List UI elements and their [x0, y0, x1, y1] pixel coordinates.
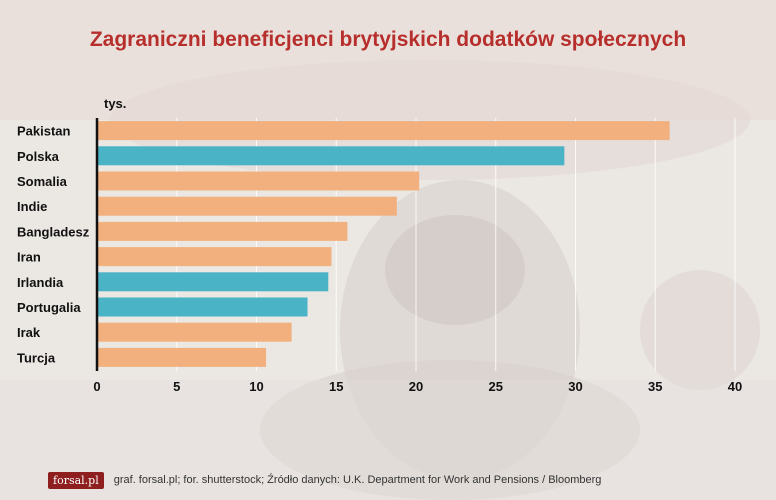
- x-tick-label: 40: [728, 379, 742, 394]
- category-label: Irak: [17, 325, 41, 340]
- chart-title: Zagraniczni beneficjenci brytyjskich dod…: [89, 28, 687, 51]
- category-label: Iran: [17, 250, 41, 265]
- bar-irlandia: [97, 272, 329, 292]
- bar-portugalia: [97, 297, 308, 317]
- bar-irak: [97, 322, 292, 342]
- source-text: graf. forsal.pl; for. shutterstock; Źród…: [113, 474, 602, 486]
- category-label: Polska: [17, 149, 60, 164]
- bar-indie: [97, 196, 397, 216]
- bar-polska: [97, 146, 565, 166]
- bar-pakistan: [97, 121, 670, 141]
- category-label: Indie: [17, 199, 47, 214]
- category-label: Somalia: [17, 174, 68, 189]
- x-tick-label: 20: [409, 379, 423, 394]
- bar-turcja: [97, 347, 267, 367]
- bar-bangladesz: [97, 221, 348, 241]
- bars: [97, 121, 670, 367]
- category-labels: Pakistan Polska Somalia Indie Bangladesz Iran…: [17, 124, 90, 366]
- x-tick-label: 10: [249, 379, 263, 394]
- unit-label: tys.: [104, 96, 126, 111]
- x-tick-label: 30: [568, 379, 582, 394]
- x-tick-label: 35: [648, 379, 662, 394]
- bar-somalia: [97, 171, 420, 191]
- x-tick-label: 25: [489, 379, 503, 394]
- category-label: Turcja: [17, 350, 56, 365]
- category-label: Irlandia: [17, 275, 64, 290]
- footer: forsal.pl graf. forsal.pl; for. shutters…: [48, 470, 601, 490]
- category-label: Portugalia: [17, 300, 81, 315]
- category-label: Bangladesz: [17, 224, 90, 239]
- x-tick-label: 0: [93, 379, 100, 394]
- forsal-logo: forsal.pl: [48, 471, 104, 489]
- x-tick-labels: 0 5 10 15 20 25 30 35 40: [93, 379, 742, 394]
- bar-iran: [97, 247, 332, 267]
- category-label: Pakistan: [17, 124, 71, 139]
- x-tick-label: 5: [173, 379, 180, 394]
- x-tick-label: 15: [329, 379, 343, 394]
